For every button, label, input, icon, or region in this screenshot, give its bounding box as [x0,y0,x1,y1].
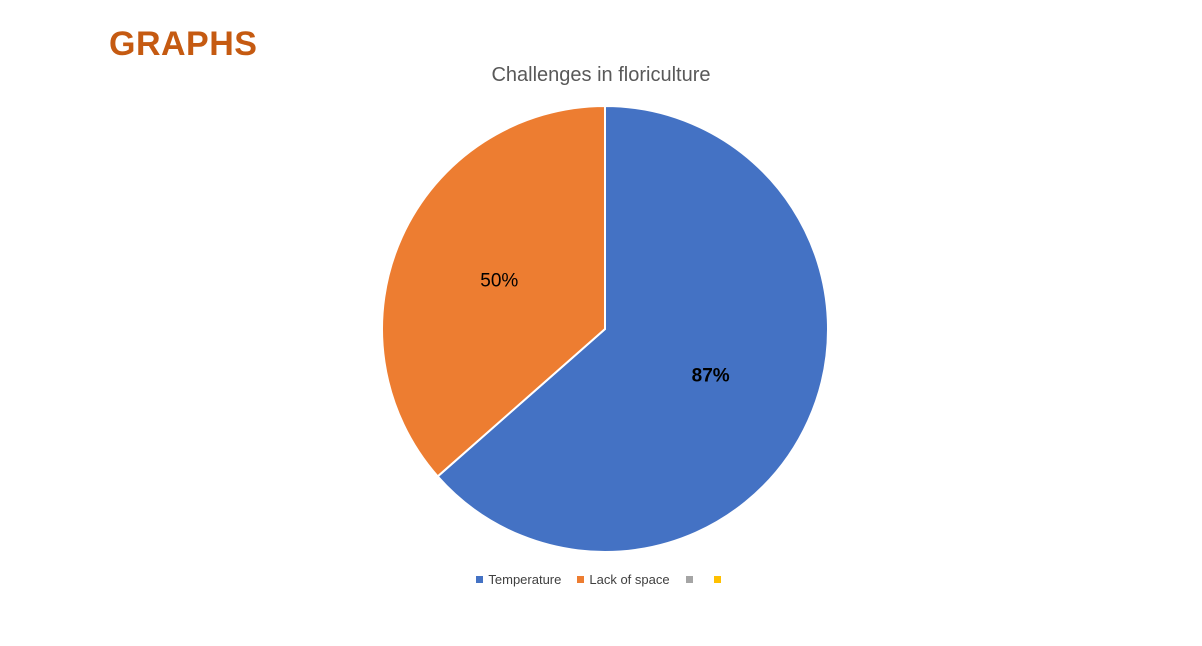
legend-swatch [685,576,693,583]
legend-item-lack-of-space: Lack of space [577,572,670,587]
slide-heading: GRAPHS [109,25,258,63]
legend-item-series-4 [713,576,726,583]
chart-title: Challenges in floriculture [491,64,711,86]
legend-label: Lack of space [589,572,670,587]
data-label-lack-of-space: 50% [480,270,518,291]
legend-swatch [577,576,585,583]
legend-swatch [713,576,721,583]
pie-slice-lack-of-space [381,104,606,478]
legend-item-temperature: Temperature [476,572,561,587]
legend-label: Temperature [488,572,562,587]
data-label-temperature: 87% [692,366,730,387]
pie-slice-temperature [436,104,829,553]
legend-item-series-3 [685,576,698,583]
legend-swatch [476,576,484,583]
chart-legend: Temperature Lack of space [0,572,1202,587]
